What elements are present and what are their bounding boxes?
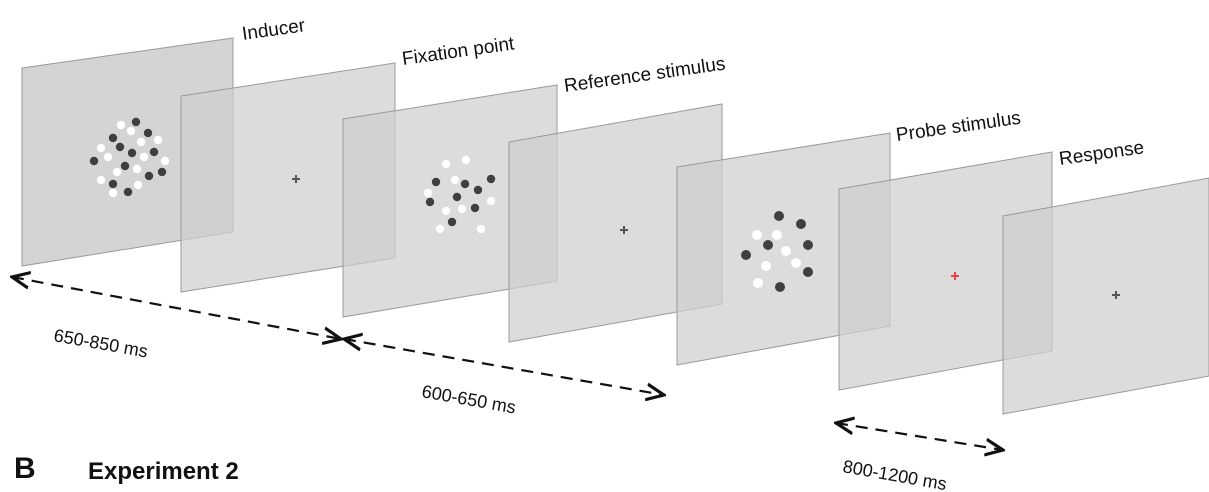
- dot-dark: [143, 128, 153, 138]
- dot-light: [108, 188, 118, 198]
- dot-dark: [157, 167, 167, 177]
- dot-light: [753, 278, 763, 288]
- dot-light: [486, 196, 496, 206]
- dot-light: [96, 175, 106, 185]
- dot-dark: [108, 133, 118, 143]
- duration-label-2: 600-650 ms: [420, 381, 517, 417]
- label-response: Response: [1058, 137, 1146, 170]
- screen-inducer: [21, 37, 234, 267]
- screen-probe: [676, 132, 891, 366]
- screen-response: [838, 151, 1053, 391]
- dot-light: [441, 159, 451, 169]
- dot-light: [153, 135, 163, 145]
- duration-arrow-3: [836, 423, 1003, 450]
- fixation-cross: [1112, 291, 1120, 299]
- dot-light: [791, 258, 801, 268]
- inducer-dot-cluster: [89, 117, 170, 198]
- dot-light: [752, 230, 762, 240]
- screen-panel: [1002, 177, 1209, 415]
- dot-dark: [473, 185, 483, 195]
- dot-light: [450, 175, 460, 185]
- dot-dark: [452, 192, 462, 202]
- duration-label-3: 800-1200 ms: [841, 456, 948, 492]
- duration-arrow-2: [344, 339, 664, 395]
- dot-light: [476, 224, 486, 234]
- dot-light: [435, 224, 445, 234]
- dot-light: [133, 180, 143, 190]
- dot-dark: [123, 187, 133, 197]
- dot-light: [126, 126, 136, 136]
- dot-dark: [115, 142, 125, 152]
- dot-light: [116, 120, 126, 130]
- dot-light: [96, 143, 106, 153]
- dot-light: [761, 261, 771, 271]
- dot-dark: [108, 179, 118, 189]
- label-reference-stimulus: Reference stimulus: [563, 54, 727, 97]
- duration-arrow-1: [12, 277, 341, 339]
- dot-light: [461, 155, 471, 165]
- dot-dark: [127, 148, 137, 158]
- dot-dark: [447, 217, 457, 227]
- dot-dark: [149, 147, 159, 157]
- label-fixation-point: Fixation point: [401, 33, 517, 70]
- dot-dark: [796, 219, 806, 229]
- dot-light: [457, 204, 467, 214]
- dot-dark: [486, 174, 496, 184]
- dot-light: [103, 152, 113, 162]
- dot-dark: [460, 179, 470, 189]
- probe-dot-cluster: [741, 211, 813, 292]
- dot-light: [423, 188, 433, 198]
- dot-dark: [775, 282, 785, 292]
- reference-dot-cluster: [423, 155, 496, 234]
- label-inducer: Inducer: [241, 15, 307, 45]
- dot-light: [112, 167, 122, 177]
- fixation-cross: [292, 175, 300, 183]
- dot-dark: [803, 267, 813, 277]
- dot-dark: [89, 156, 99, 166]
- dot-light: [441, 206, 451, 216]
- dot-light: [772, 230, 782, 240]
- fixation-cross: [620, 226, 628, 234]
- dot-dark: [741, 250, 751, 260]
- dot-dark: [144, 171, 154, 181]
- dot-light: [781, 246, 791, 256]
- dot-dark: [470, 203, 480, 213]
- dot-dark: [803, 240, 813, 250]
- fixation-cross-red: [951, 272, 959, 280]
- dot-dark: [774, 211, 784, 221]
- section-letter: B: [14, 452, 36, 485]
- dot-dark: [763, 240, 773, 250]
- dot-dark: [120, 161, 130, 171]
- dot-dark: [431, 177, 441, 187]
- dot-dark: [131, 117, 141, 127]
- screen-final: [1002, 177, 1209, 415]
- section-title: Experiment 2: [88, 458, 239, 485]
- dot-light: [136, 137, 146, 147]
- duration-label-1: 650-850 ms: [52, 325, 149, 361]
- screen-reference: [342, 84, 558, 318]
- label-probe-stimulus: Probe stimulus: [895, 108, 1022, 146]
- dot-dark: [425, 197, 435, 207]
- dot-light: [160, 156, 170, 166]
- dot-light: [139, 152, 149, 162]
- dot-light: [132, 164, 142, 174]
